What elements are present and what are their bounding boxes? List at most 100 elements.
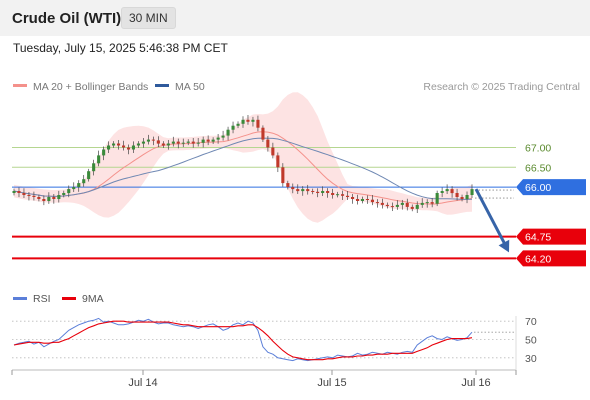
candle-body [57, 195, 61, 199]
candle-body [251, 119, 255, 122]
candle-body [52, 197, 56, 199]
candle-body [87, 171, 91, 180]
header-bar: Crude Oil (WTI) 30 MIN [0, 0, 590, 36]
candle-body [435, 193, 439, 204]
x-tick-label: Jul 16 [461, 377, 490, 389]
candle-body [311, 191, 315, 192]
x-tick-label: Jul 14 [128, 377, 157, 389]
candle-body [296, 189, 300, 192]
candle-body [336, 194, 340, 196]
forecast-arrow-shaft [474, 188, 508, 248]
candle-body [276, 155, 280, 168]
candle-body [360, 199, 364, 201]
legend-label-9ma: 9MA [82, 293, 104, 305]
candle-body [425, 202, 429, 204]
candle-body [241, 119, 245, 124]
level-tag-66-00 [516, 179, 586, 196]
legend: MA 20 + Bollinger Bands MA 50 Research ©… [13, 81, 580, 93]
moving-averages [13, 131, 473, 205]
rsi-panel: 70 50 30 [12, 316, 537, 365]
candle-body [380, 202, 384, 205]
candle-body [117, 143, 121, 146]
candle-body [420, 202, 424, 205]
candle-body [410, 206, 414, 209]
candle-body [326, 191, 330, 193]
candle-body [316, 191, 320, 193]
candle-body [12, 191, 16, 193]
candle-body [470, 189, 474, 195]
candle-body [32, 195, 36, 197]
candle-body [261, 127, 265, 140]
legend-label-ma50: MA 50 [175, 81, 205, 93]
level-label-64-75: 64.75 [525, 232, 551, 244]
level-tag-64-20 [516, 250, 586, 267]
candle-body [256, 119, 260, 128]
candle-body [346, 195, 350, 197]
candle-body [271, 147, 275, 156]
candle-body [186, 141, 190, 143]
candle-body [146, 139, 150, 142]
rsi-tick-70: 70 [525, 316, 537, 328]
candle-body [17, 191, 21, 193]
candle-body [440, 191, 444, 193]
level-label-66-00: 66.00 [525, 182, 551, 194]
candle-body [122, 145, 126, 148]
candle-body [82, 179, 86, 184]
candle-body [321, 191, 325, 193]
candle-body [151, 139, 155, 141]
legend-label-ma20: MA 20 + Bollinger Bands [33, 81, 148, 93]
bollinger-band-fill [14, 92, 472, 223]
datetime-label: Tuesday, July 15, 2025 5:46:38 PM CET [13, 41, 228, 55]
legend-label-rsi: RSI [33, 293, 51, 305]
candle-body [127, 147, 131, 150]
rsi-9ma-line [13, 320, 473, 361]
rsi-tick-30: 30 [525, 353, 537, 365]
timeframe-button[interactable]: 30 MIN [121, 7, 176, 29]
candle-body [92, 163, 96, 172]
candle-body [166, 143, 170, 146]
legend-swatch-ma20 [13, 84, 27, 87]
candle-body [37, 197, 41, 199]
candle-body [161, 143, 165, 146]
candle-body [390, 206, 394, 208]
candle-body [62, 193, 66, 195]
candle-body [72, 187, 76, 190]
candle-body [211, 139, 215, 142]
candle-body [216, 137, 220, 140]
candle-body [131, 145, 135, 150]
credit-text: Research © 2025 Trading Central [423, 81, 580, 93]
candle-body [400, 202, 404, 205]
candle-body [181, 142, 185, 144]
candle-body [351, 197, 355, 199]
candles [12, 115, 514, 214]
candle-body [236, 123, 240, 126]
candle-body [176, 141, 180, 144]
rsi-legend: RSI 9MA [13, 293, 104, 305]
candle-body [226, 129, 230, 136]
legend-swatch-rsi [13, 297, 27, 300]
rsi-line [13, 317, 473, 362]
instrument-title: Crude Oil (WTI) [12, 10, 122, 27]
candle-body [460, 197, 464, 199]
candle-body [450, 189, 454, 194]
candle-body [331, 193, 335, 195]
candle-body [42, 199, 46, 201]
candle-body [286, 183, 290, 188]
candle-body [465, 195, 469, 199]
candle-body [102, 149, 106, 156]
candle-body [67, 189, 71, 194]
legend-swatch-ma50 [155, 84, 169, 87]
candle-body [266, 139, 270, 148]
rsi-tick-50: 50 [525, 335, 537, 347]
candle-body [246, 119, 250, 122]
candle-body [375, 202, 379, 204]
level-label-67-00: 67.00 [525, 143, 551, 155]
level-labels: 67.00 66.50 66.00 64.75 64.20 [516, 143, 586, 267]
candle-body [395, 204, 399, 207]
candle-body [231, 125, 235, 130]
candle-body [365, 199, 369, 200]
candle-body [196, 142, 200, 144]
x-axis: Jul 14 Jul 15 Jul 16 [11, 316, 517, 389]
